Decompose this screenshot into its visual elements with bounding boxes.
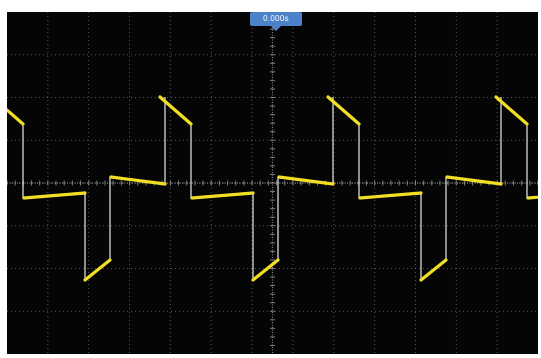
waveform-segment [190, 191, 255, 200]
waveform-segment [22, 191, 87, 200]
waveform-segment [83, 258, 112, 282]
waveform-segment [277, 175, 335, 186]
waveform-segment [326, 95, 361, 126]
waveform-segment [109, 175, 167, 186]
waveform-edges [22, 97, 528, 280]
waveform-segment [526, 195, 538, 200]
waveform-plot [7, 12, 538, 354]
scope-display [7, 12, 538, 354]
waveform-segment [419, 258, 448, 282]
graticule-grid [7, 12, 538, 354]
waveform-segment [158, 95, 193, 126]
waveform-segment [7, 107, 25, 126]
waveform-trace [7, 95, 538, 282]
waveform-segment [494, 95, 529, 126]
waveform-segment [251, 258, 280, 282]
trigger-time-marker[interactable]: 0.000s [250, 12, 302, 31]
waveform-segment [445, 175, 503, 186]
waveform-segment [358, 191, 423, 200]
